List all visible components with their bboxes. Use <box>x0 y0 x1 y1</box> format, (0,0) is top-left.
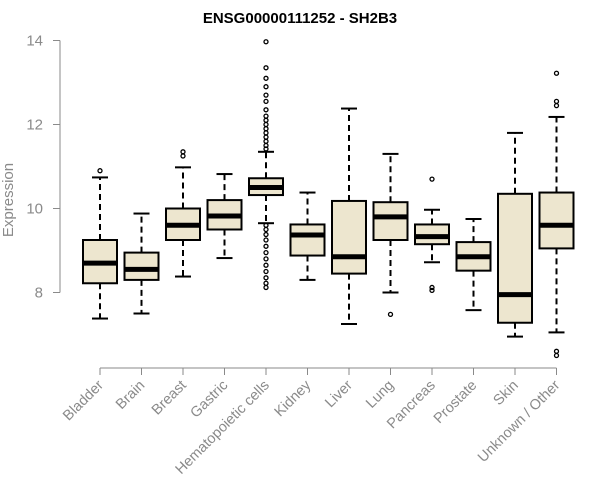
x-tick-label: Prostate <box>431 378 480 427</box>
outlier-point <box>263 275 269 281</box>
iqr-box <box>538 191 575 250</box>
y-tick-label: 10 <box>26 201 43 218</box>
outlier-point <box>263 39 269 45</box>
outlier-point <box>263 243 269 249</box>
x-tick-label: Kidney <box>272 377 315 420</box>
outlier-point <box>553 348 560 354</box>
outlier-point <box>263 256 269 262</box>
y-tick-label: 14 <box>26 33 43 50</box>
x-tick-label: Breast <box>149 378 190 419</box>
outlier-point <box>387 311 394 317</box>
outlier-point <box>97 168 103 174</box>
outlier-point <box>263 249 269 256</box>
outlier-point <box>263 65 269 71</box>
iqr-box <box>331 199 367 275</box>
outlier-point <box>263 222 269 228</box>
outlier-point <box>553 98 560 105</box>
box-gastric <box>206 173 243 260</box>
box-brain <box>123 212 160 315</box>
outlier-point <box>263 107 269 113</box>
y-tick-label: 12 <box>26 117 43 134</box>
x-tick-label: Brain <box>113 378 148 413</box>
x-tick-label: Lung <box>363 378 397 412</box>
outlier-point <box>180 153 186 159</box>
iqr-box <box>123 251 160 281</box>
outlier-point <box>263 262 269 268</box>
outlier-point <box>263 126 269 132</box>
outlier-point <box>180 149 186 155</box>
x-tick-label: Bladder <box>60 377 107 424</box>
y-tick-label: 8 <box>35 285 43 302</box>
iqr-box <box>289 223 326 257</box>
outlier-point <box>263 98 269 105</box>
y-axis-label: Expression <box>0 163 17 237</box>
box-pancreas <box>414 176 450 294</box>
iqr-box <box>372 201 409 241</box>
outlier-point <box>429 287 435 294</box>
box-skin <box>497 131 533 338</box>
outlier-point <box>263 92 269 98</box>
outlier-point <box>263 130 269 136</box>
outlier-point <box>263 142 269 149</box>
iqr-box <box>497 192 533 324</box>
boxes-group <box>82 39 575 359</box>
box-hematopoietic-cells <box>248 39 284 291</box>
outlier-point <box>553 70 560 76</box>
box-lung <box>372 152 409 317</box>
outlier-point <box>263 237 269 243</box>
outlier-point <box>263 284 269 291</box>
outlier-point <box>263 121 269 128</box>
outlier-point <box>263 138 269 144</box>
outlier-point <box>263 134 269 140</box>
y-axis: 8 10 12 14 <box>26 33 61 302</box>
box-bladder <box>82 168 118 320</box>
outlier-point <box>263 113 269 119</box>
box-liver <box>331 107 367 325</box>
outlier-point <box>553 352 560 359</box>
outlier-point <box>553 102 560 109</box>
outlier-point <box>263 84 269 90</box>
outlier-point <box>263 268 269 275</box>
outlier-point <box>263 231 269 238</box>
box-prostate <box>455 218 492 312</box>
chart-title: ENSG00000111252 - SH2B3 <box>203 10 397 27</box>
outlier-point <box>263 226 269 233</box>
outlier-point <box>263 117 269 123</box>
x-tick-label: Skin <box>491 378 522 409</box>
outlier-point <box>263 280 269 286</box>
outlier-point <box>263 75 269 81</box>
x-tick-label: Liver <box>322 377 356 411</box>
box-unknown-other <box>538 70 575 359</box>
outlier-point <box>429 284 435 291</box>
box-breast <box>165 149 201 278</box>
outlier-point <box>429 176 435 182</box>
box-kidney <box>289 191 326 281</box>
